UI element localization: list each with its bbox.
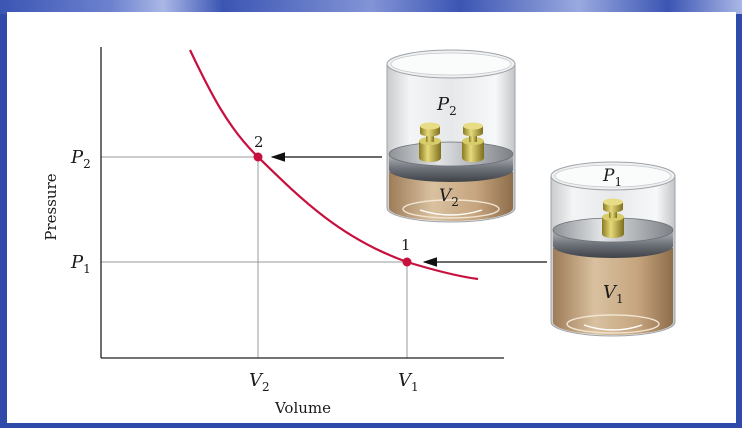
pv-curve	[189, 49, 479, 281]
header-band	[0, 0, 742, 14]
point-2-label: 2	[254, 133, 264, 151]
cylinder-1-pressure-label: P1	[602, 166, 622, 189]
gridlines	[101, 156, 408, 358]
y-tick-p2: P2	[70, 147, 91, 171]
x-tick-v2: V2	[249, 370, 270, 394]
cylinder-state-2: P2 V2	[386, 49, 516, 223]
point-1-marker	[402, 257, 412, 267]
weight-icon	[462, 122, 484, 162]
point-2-marker	[253, 152, 263, 162]
cylinder-2-volume-label: V2	[439, 186, 459, 209]
x-tick-v1: V1	[398, 370, 419, 394]
weight-icon	[602, 198, 624, 238]
cylinder-1-volume-label: V1	[603, 282, 624, 306]
cylinder-state-1: P1 V1	[550, 161, 676, 337]
y-axis-title: Pressure	[42, 173, 60, 240]
weight-icon	[419, 122, 441, 162]
y-tick-p1: P1	[70, 252, 91, 276]
cylinder-2-pressure-label: P2	[436, 94, 457, 118]
point-1-label: 1	[401, 236, 411, 254]
axes	[100, 47, 504, 359]
x-axis-title: Volume	[274, 399, 331, 417]
